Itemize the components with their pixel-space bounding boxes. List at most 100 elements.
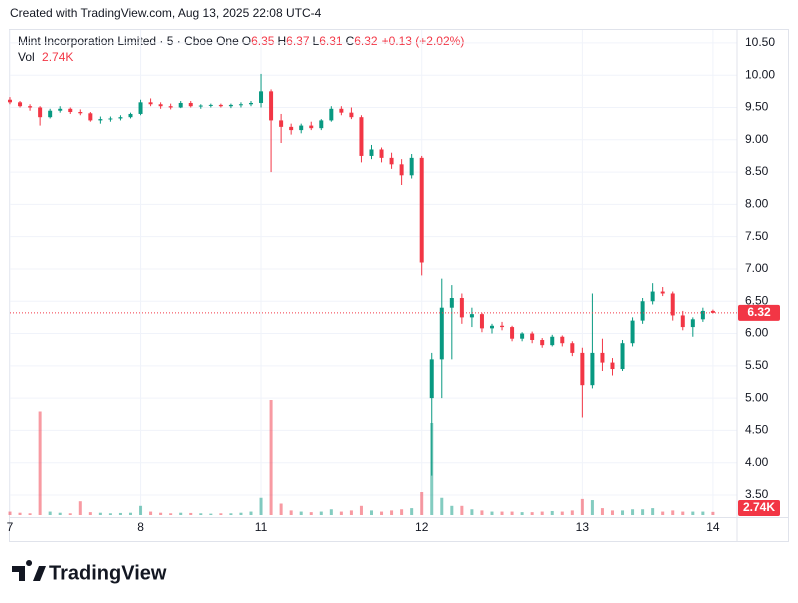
volume-bar (641, 509, 645, 515)
volume-bar (550, 510, 554, 515)
candle-body (489, 325, 494, 329)
candle-body (670, 293, 675, 316)
volume-bar (470, 509, 474, 515)
volume-bar (319, 511, 323, 515)
volume-bar (711, 511, 715, 515)
candle-body (198, 105, 203, 107)
candle-body (500, 325, 505, 328)
legend-value: 6.35 (251, 34, 275, 48)
y-tick-label: 9.00 (745, 132, 769, 146)
candle-body (570, 343, 575, 353)
volume-tag-bg (738, 500, 780, 516)
volume-bar (88, 512, 92, 515)
candle-body (299, 125, 304, 131)
candle-body (309, 125, 314, 129)
candle-body (138, 102, 143, 114)
candle-body (369, 149, 374, 156)
candle-body (168, 106, 173, 108)
volume-bar (199, 513, 203, 515)
credit: Created with TradingView.com, Aug 13, 20… (10, 6, 322, 20)
candle-body (38, 107, 43, 118)
volume-bar (560, 511, 564, 515)
volume-bar (269, 400, 273, 515)
last-price-tag: 6.32 (747, 305, 771, 319)
volume-bar (410, 508, 414, 515)
y-tick-label: 5.50 (745, 358, 769, 372)
y-tick-label: 7.00 (745, 261, 769, 275)
y-tick-label: 8.50 (745, 164, 769, 178)
legend-key: H (277, 34, 286, 48)
volume-bar (259, 497, 263, 515)
candle-body (459, 298, 464, 318)
legend-value: 6.37 (286, 34, 310, 48)
volume-bar (169, 513, 173, 515)
volume-bar (58, 512, 62, 515)
volume-bar (189, 512, 193, 515)
volume-bar (490, 511, 494, 515)
candle-body (640, 301, 645, 321)
candle-body (128, 113, 133, 118)
candle-body (68, 108, 73, 113)
volume-bar (480, 510, 484, 515)
volume-bar (78, 501, 82, 515)
volume-bar (219, 513, 223, 515)
volume-bar (229, 513, 233, 515)
volume-bar (570, 510, 574, 515)
volume-key: Vol (18, 50, 35, 64)
candle-body (580, 352, 585, 386)
candle-body (78, 112, 83, 114)
candle-body (560, 336, 565, 344)
candle-body (530, 333, 535, 340)
candle-body (700, 310, 705, 320)
brand-logo: TradingView (12, 560, 167, 584)
last-price-tag-bg (738, 304, 780, 321)
volume-bar (118, 512, 122, 515)
candle-body (550, 336, 555, 346)
legend-line: Mint Incorporation Limited · 5 · Cboe On… (18, 34, 464, 48)
volume-bar (651, 508, 655, 515)
candle-body (419, 157, 424, 263)
candle-body (208, 104, 213, 106)
candle-body (600, 352, 605, 363)
volume-bar (159, 512, 163, 515)
volume-bar (661, 511, 665, 515)
candle-body (680, 315, 685, 328)
candle-body (339, 108, 344, 113)
legend: Mint Incorporation Limited · 5 · Cboe On… (18, 34, 464, 64)
candle-body (58, 108, 63, 111)
volume-bar (530, 512, 534, 515)
x-tick-label: 8 (137, 520, 144, 534)
y-tick-label: 9.50 (745, 100, 769, 114)
candle-body (329, 108, 334, 121)
candle-body (269, 91, 274, 121)
candle-body (429, 359, 434, 399)
candle-body (319, 120, 324, 129)
legend-key: C (346, 34, 355, 48)
y-tick-label: 5.00 (745, 390, 769, 404)
candle-body (228, 104, 233, 107)
legend-change: +0.13 (+2.02%) (382, 34, 465, 48)
volume-bar (209, 513, 213, 515)
candle-body (28, 106, 33, 108)
candle-body (289, 126, 294, 131)
candle-body (690, 319, 695, 328)
legend-value: 6.32 (354, 34, 378, 48)
volume-bar (289, 510, 293, 515)
candle-body (188, 102, 193, 107)
volume-bar (8, 511, 12, 515)
volume-bar (369, 510, 373, 515)
candle-body (379, 149, 384, 158)
candle-body (108, 118, 113, 120)
candle-body (88, 113, 93, 121)
chart-frame (9, 29, 789, 542)
y-tick-label: 4.00 (745, 455, 769, 469)
volume-bar (349, 510, 353, 515)
y-tick-label: 4.50 (745, 423, 769, 437)
candle-body (409, 157, 414, 176)
volume-bar (681, 511, 685, 515)
legend-key: L (313, 34, 320, 48)
candle-body (389, 157, 394, 165)
candle-body (439, 307, 444, 360)
candle-body (510, 327, 515, 339)
